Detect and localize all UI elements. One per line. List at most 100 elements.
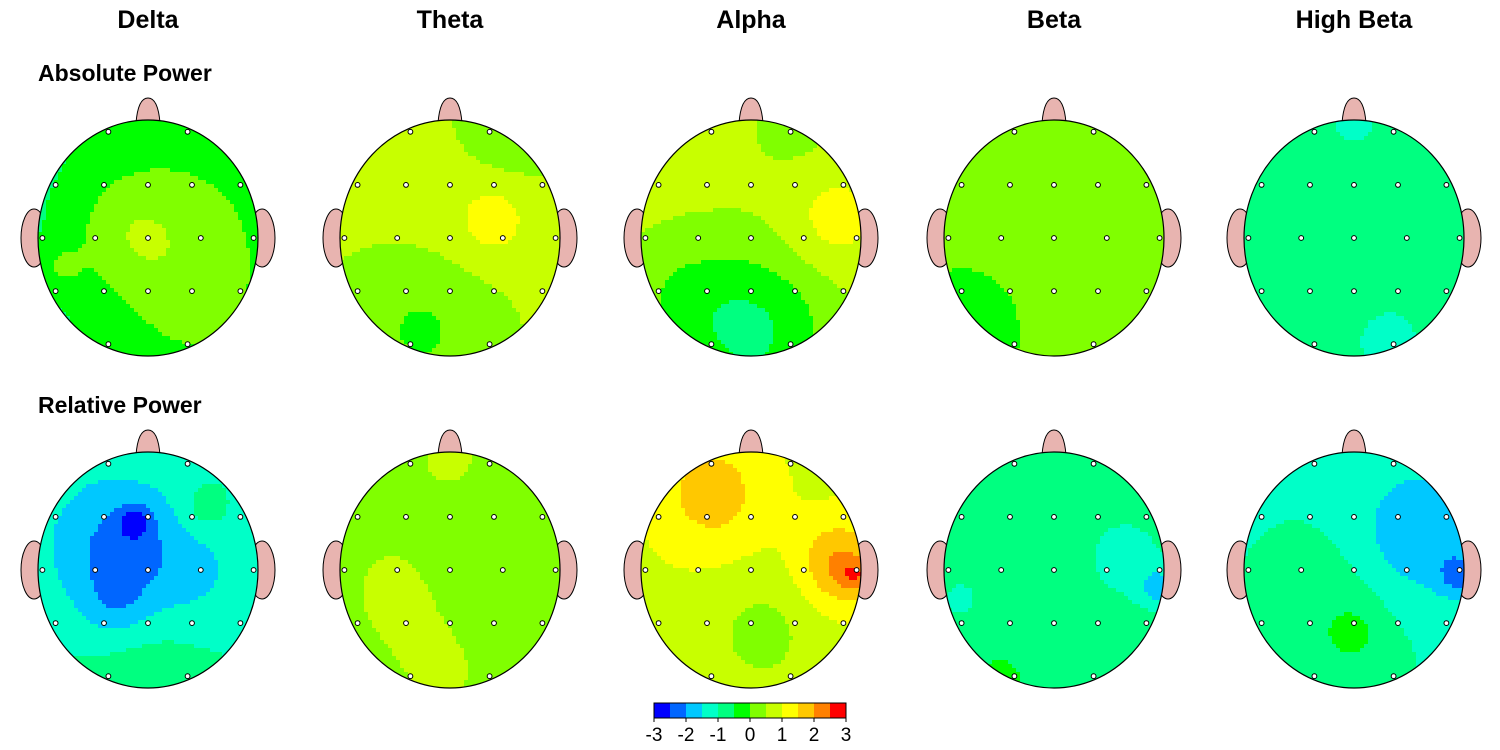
electrode-marker [237,182,244,188]
colorbar-cell [750,703,766,718]
electrode-marker [341,567,348,573]
electrode-marker [486,341,493,348]
electrode-marker [792,288,798,295]
electrode-marker [1395,620,1401,626]
nose-relative-power-delta [135,429,161,456]
head-outline-absolute-power-delta [37,119,259,357]
electrode-marker [704,514,710,520]
electrode-marker [1245,567,1252,573]
power-field-absolute-power-theta [340,120,560,356]
electrode-marker [1090,673,1097,680]
electrode-marker [491,514,497,520]
electrode-marker [708,128,715,135]
electrode-marker [52,288,59,295]
electrode-marker [958,514,965,520]
electrode-marker [1390,128,1397,135]
electrode-marker [1051,620,1057,626]
electrodes-relative-power-alpha [642,460,860,680]
electrode-marker [105,460,112,467]
colorbar-tick-label: -2 [678,725,695,746]
electrode-marker [1095,620,1101,626]
row-label-absolute-power: Absolute Power [38,60,212,86]
topomap-absolute-power-delta [20,97,276,357]
band-title-alpha: Alpha [716,6,787,34]
electrode-marker [1011,673,1018,680]
electrode-marker [1403,567,1410,573]
electrode-marker [708,460,715,467]
electrode-marker [748,288,754,295]
electrode-marker [407,673,414,680]
electrode-marker [704,182,710,188]
electrode-marker [447,514,453,520]
electrode-marker [52,514,59,520]
electrode-marker [407,128,414,135]
colorbar-tick-label: -3 [646,725,663,746]
electrode-marker [354,288,361,295]
electrode-marker [958,620,965,626]
electrode-marker [655,620,662,626]
head-outline-absolute-power-theta [339,119,561,357]
electrode-marker [1298,235,1305,241]
electrode-marker [105,341,112,348]
electrode-marker [1456,567,1463,573]
electrode-marker [403,514,409,520]
head-outline-relative-power-high-beta [1243,451,1465,689]
electrode-marker [101,288,107,295]
electrode-marker [145,514,151,520]
electrode-marker [184,673,191,680]
electrode-marker [748,182,754,188]
electrode-marker [1103,235,1110,241]
colorbar-tick-label: 1 [777,725,788,746]
electrode-marker [1258,620,1265,626]
electrode-marker [491,288,497,295]
electrode-marker [145,182,151,188]
electrode-marker [101,182,107,188]
electrode-marker [840,288,847,295]
electrode-marker [101,620,107,626]
electrode-marker [486,460,493,467]
colorbar-cell [686,703,702,718]
nose-absolute-power-alpha [738,97,764,124]
nose-absolute-power-high-beta [1341,97,1367,124]
electrode-marker [800,235,807,241]
topomap-relative-power-beta [926,429,1182,689]
electrode-marker [1298,567,1305,573]
electrode-marker [695,567,702,573]
topomap-relative-power-high-beta [1226,429,1482,689]
topomap-relative-power-delta [20,429,276,689]
electrode-marker [1311,128,1318,135]
electrode-marker [52,620,59,626]
electrode-marker [642,567,649,573]
electrode-marker [1395,288,1401,295]
colorbar-cell [702,703,718,718]
electrode-marker [447,235,453,241]
electrode-marker [1307,514,1313,520]
electrode-marker [354,620,361,626]
electrode-marker [787,128,794,135]
electrode-marker [1351,567,1357,573]
electrode-marker [407,341,414,348]
electrode-marker [1307,182,1313,188]
electrode-marker [341,235,348,241]
colorbar-cell [782,703,798,718]
electrode-marker [1351,620,1357,626]
electrode-marker [1090,341,1097,348]
electrode-marker [792,620,798,626]
electrode-marker [1156,567,1163,573]
electrode-marker [197,567,204,573]
nose-relative-power-theta [437,429,463,456]
electrode-marker [394,235,401,241]
colorbar-tick-label: 0 [745,725,756,746]
electrode-marker [250,235,257,241]
electrode-marker [197,235,204,241]
electrode-marker [998,567,1005,573]
electrode-marker [792,182,798,188]
electrode-marker [800,567,807,573]
colorbar-tick-label: 3 [841,725,852,746]
electrode-marker [1095,182,1101,188]
electrode-marker [1258,514,1265,520]
electrode-marker [1395,514,1401,520]
band-title-high-beta: High Beta [1296,6,1414,34]
electrode-marker [394,567,401,573]
colorbar-cell [798,703,814,718]
